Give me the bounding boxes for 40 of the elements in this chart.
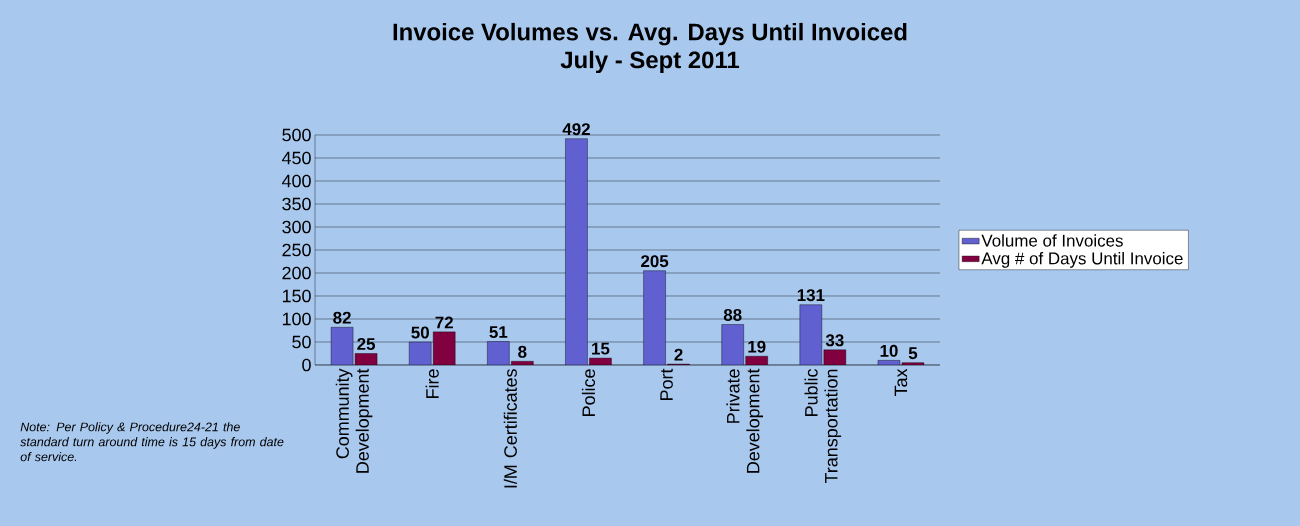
x-tick-label: Police: [581, 369, 596, 416]
y-tick-label: 200: [282, 266, 311, 280]
y-tick-label: 300: [282, 220, 311, 234]
y-tick-label: 500: [282, 128, 311, 142]
data-label: 8: [518, 345, 527, 358]
data-label: 33: [825, 334, 844, 347]
data-label: 82: [333, 311, 351, 324]
data-label: 205: [641, 255, 669, 268]
x-tick-label: Port: [660, 368, 673, 400]
x-tick-label: Private Development: [726, 368, 764, 473]
y-tick-label: 450: [281, 151, 311, 165]
data-label: 51: [489, 326, 508, 339]
data-label: 88: [723, 308, 742, 321]
y-tick-label: 400: [281, 174, 311, 188]
text: Note: Per Policy & Procedure24-21 the standard turn around time is 15 days from date of service.: [20, 422, 284, 462]
x-tick-label: Tax: [894, 368, 908, 397]
x-tick-label: I/M Certificates: [503, 369, 517, 488]
chart-title: Invoice Volumes vs. Avg. Days Until Invoiced: [393, 22, 907, 46]
data-label: 131: [797, 289, 825, 302]
chart-subtitle: July - Sept 2011: [560, 50, 740, 74]
y-tick-label: 100: [282, 312, 311, 326]
data-label: 19: [748, 340, 766, 353]
y-tick-label: 250: [282, 243, 311, 257]
data-label: 492: [562, 123, 590, 136]
x-tick-label: Public Transportation: [804, 368, 842, 484]
y-tick-label: 0: [302, 358, 311, 372]
data-label: 72: [435, 316, 453, 329]
y-tick-label: 150: [282, 289, 311, 303]
legend-label: Avg # of Days Until Invoice: [981, 251, 1183, 268]
data-label: 25: [357, 337, 376, 350]
data-label: 2: [674, 348, 683, 361]
legend-label: Volume of Invoices: [981, 234, 1123, 247]
data-label: 15: [592, 342, 610, 355]
data-label: 10: [880, 344, 898, 357]
data-label: 5: [908, 347, 918, 360]
y-tick-label: 350: [282, 197, 311, 211]
data-label: 50: [411, 326, 429, 339]
x-tick-label: Fire: [425, 369, 439, 398]
y-tick-label: 50: [292, 335, 311, 349]
x-tick-label: Community Development: [335, 368, 373, 473]
